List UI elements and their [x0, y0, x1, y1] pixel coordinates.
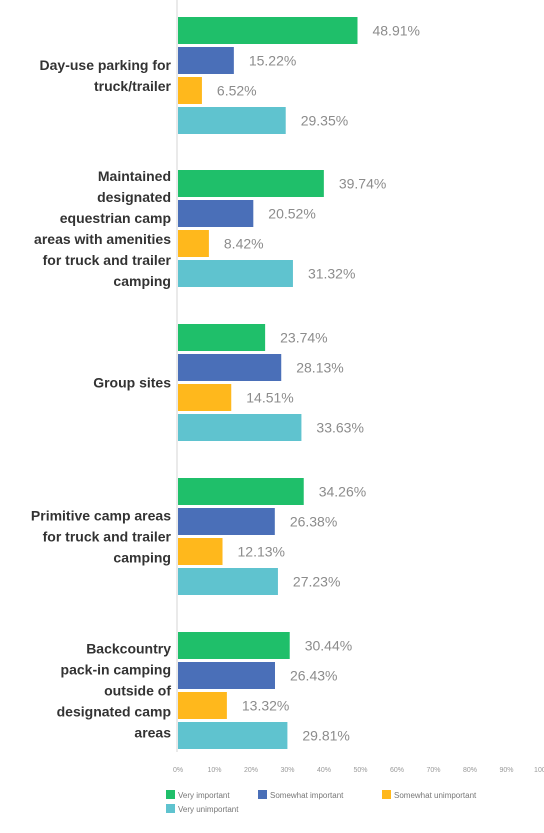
x-tick-label: 70% [426, 767, 440, 774]
bar-somewhat-unimportant-4 [178, 538, 223, 565]
legend-swatch [166, 790, 175, 799]
bar-somewhat-important-5 [178, 662, 275, 689]
x-tick-label: 60% [390, 767, 404, 774]
value-label: 23.74% [280, 330, 327, 346]
category-label: for truck and trailer [43, 252, 172, 268]
category-label: areas [134, 725, 171, 741]
legend-label: Very unimportant [178, 805, 239, 814]
category-label: Group sites [93, 375, 171, 391]
bar-very-important-5 [178, 632, 290, 659]
bar-very-important-2 [178, 170, 324, 197]
bar-somewhat-important-2 [178, 200, 254, 227]
x-tick-label: 80% [463, 767, 477, 774]
value-label: 29.81% [302, 728, 349, 744]
value-label: 12.13% [238, 544, 285, 560]
legend-label: Somewhat unimportant [394, 791, 477, 800]
x-tick-label: 50% [353, 767, 367, 774]
bar-very-unimportant-1 [178, 107, 286, 134]
x-tick-label: 90% [499, 767, 513, 774]
x-tick-label: 100% [534, 767, 544, 774]
value-label: 30.44% [305, 638, 352, 654]
category-label: Day-use parking for [40, 57, 172, 73]
value-label: 33.63% [316, 420, 363, 436]
category-label: designated camp [57, 704, 171, 720]
value-label: 31.32% [308, 266, 355, 282]
bar-very-important-3 [178, 324, 266, 351]
value-label: 13.32% [242, 698, 289, 714]
value-labels-layer: 48.91% 15.22% 6.52% 29.35% 39.74% 20.52%8.42%… [217, 23, 420, 744]
category-label: equestrian camp [60, 210, 171, 226]
legend-swatch [382, 790, 391, 799]
bar-very-important-1 [178, 17, 358, 44]
x-tick-label: 30% [280, 767, 294, 774]
value-label: 34.26% [319, 484, 366, 500]
value-label: 15.22% [249, 53, 296, 69]
category-label: for truck and trailer [43, 529, 172, 545]
value-label: 6.52% [217, 83, 257, 99]
x-axis-ticks: 0% 10% 20% 30% 40% 50% 60% 70% 80% 90% 100% [173, 767, 544, 774]
value-label: 28.13% [296, 360, 343, 376]
value-label: 48.91% [372, 23, 419, 39]
x-tick-label: 40% [317, 767, 331, 774]
category-label: pack-in camping [61, 662, 171, 678]
bar-somewhat-unimportant-1 [178, 77, 202, 104]
category-label: outside of [104, 683, 171, 699]
bar-very-unimportant-2 [178, 260, 293, 287]
bar-somewhat-unimportant-5 [178, 692, 227, 719]
category-label: truck/trailer [94, 78, 172, 94]
bar-somewhat-important-1 [178, 47, 234, 74]
bar-very-unimportant-4 [178, 568, 278, 595]
x-tick-label: 0% [173, 767, 183, 774]
bar-very-unimportant-3 [178, 414, 302, 441]
category-labels-layer: Day-use parking for truck/trailer Maintain… [31, 57, 172, 741]
legend: Very important Somewhat important Somewhat… [166, 790, 477, 814]
x-tick-label: 20% [244, 767, 258, 774]
bar-very-important-4 [178, 478, 304, 505]
legend-swatch [166, 804, 175, 813]
value-label: 27.23% [293, 574, 340, 590]
category-label: Backcountry [86, 641, 171, 657]
value-label: 29.35% [301, 113, 348, 129]
category-label: areas with amenities [34, 231, 171, 247]
value-label: 39.74% [339, 176, 386, 192]
value-label: 14.51% [246, 390, 293, 406]
category-label: camping [113, 273, 171, 289]
bar-very-unimportant-5 [178, 722, 288, 749]
value-label: 26.38% [290, 514, 337, 530]
value-label: 20.52% [268, 206, 315, 222]
legend-label: Very important [178, 791, 230, 800]
value-label: 8.42% [224, 236, 264, 252]
legend-label: Somewhat important [270, 791, 344, 800]
bar-somewhat-important-3 [178, 354, 282, 381]
bar-somewhat-important-4 [178, 508, 275, 535]
x-tick-label: 10% [207, 767, 221, 774]
legend-swatch [258, 790, 267, 799]
bars-layer [178, 17, 358, 749]
category-label: designated [97, 189, 171, 205]
value-label: 26.43% [290, 668, 337, 684]
category-label: camping [113, 550, 171, 566]
category-label: Maintained [98, 168, 171, 184]
bar-somewhat-unimportant-3 [178, 384, 232, 411]
category-label: Primitive camp areas [31, 508, 171, 524]
bar-somewhat-unimportant-2 [178, 230, 209, 257]
